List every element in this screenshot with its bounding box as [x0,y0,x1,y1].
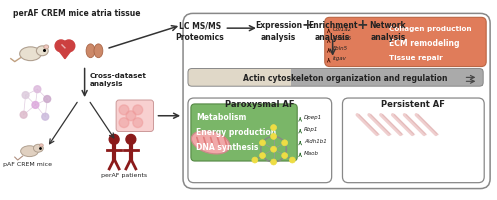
Circle shape [259,153,265,159]
Ellipse shape [33,144,43,152]
Text: Col1a2: Col1a2 [332,27,352,32]
Ellipse shape [44,45,49,49]
Text: Paroxysmal AF: Paroxysmal AF [225,100,295,109]
Bar [188,69,291,86]
Ellipse shape [39,144,43,147]
Ellipse shape [36,46,48,56]
Circle shape [271,125,276,131]
FancyBboxPatch shape [188,98,331,183]
Text: Col6a5: Col6a5 [332,36,352,41]
Circle shape [32,101,39,108]
Text: +: + [301,18,313,32]
Bar [291,69,483,86]
Circle shape [119,118,129,128]
FancyBboxPatch shape [325,17,486,67]
Text: Tissue repair: Tissue repair [389,55,442,61]
Ellipse shape [20,47,41,61]
Text: Energy production: Energy production [196,128,276,137]
Circle shape [126,134,136,144]
Text: Collagen production: Collagen production [389,26,471,32]
Text: Maob: Maob [304,151,319,156]
Circle shape [34,86,41,93]
Text: Expression
analysis: Expression analysis [255,21,302,42]
Ellipse shape [86,44,95,58]
Circle shape [22,92,29,99]
Text: Actin cytoskeleton organization and regulation: Actin cytoskeleton organization and regu… [243,74,448,83]
Circle shape [271,159,276,165]
FancyBboxPatch shape [191,104,297,161]
Polygon shape [56,47,74,59]
Text: Enrichment
analysis: Enrichment analysis [308,21,357,42]
Text: perAF patients: perAF patients [101,173,147,178]
Circle shape [119,105,129,115]
Circle shape [259,140,265,146]
FancyBboxPatch shape [116,100,154,131]
Text: perAF CREM mice atria tissue: perAF CREM mice atria tissue [13,9,140,18]
Text: Dpep1: Dpep1 [304,115,322,120]
Text: Metabolism: Metabolism [196,113,246,122]
Circle shape [42,113,49,120]
Circle shape [109,134,119,144]
Text: DNA synthesis: DNA synthesis [196,143,258,152]
Circle shape [133,105,143,115]
Text: Fbln5: Fbln5 [332,46,348,51]
Circle shape [133,118,143,128]
Text: ECM remodeling: ECM remodeling [389,39,459,48]
Text: Persistent AF: Persistent AF [381,100,445,109]
Ellipse shape [191,131,230,154]
Text: Aldh1b1: Aldh1b1 [304,139,327,144]
Text: Network
analysis: Network analysis [369,21,406,42]
Circle shape [20,111,27,118]
FancyBboxPatch shape [342,98,484,183]
Circle shape [282,140,288,146]
Ellipse shape [21,146,38,157]
Circle shape [271,133,276,139]
FancyBboxPatch shape [183,13,490,189]
Circle shape [252,157,258,163]
Circle shape [289,157,295,163]
Circle shape [126,111,136,121]
Text: Cross-dataset
analysis: Cross-dataset analysis [89,73,147,87]
Circle shape [63,40,75,52]
Circle shape [271,146,276,152]
Text: LC MS/MS
Proteomics: LC MS/MS Proteomics [175,21,224,42]
Text: pAF CREM mice: pAF CREM mice [3,162,52,167]
Text: +: + [356,18,368,32]
Text: Rbp1: Rbp1 [304,127,319,132]
Text: Itgav: Itgav [332,56,346,61]
Circle shape [282,153,288,159]
Ellipse shape [94,44,103,58]
Circle shape [55,40,67,52]
Circle shape [44,96,51,102]
